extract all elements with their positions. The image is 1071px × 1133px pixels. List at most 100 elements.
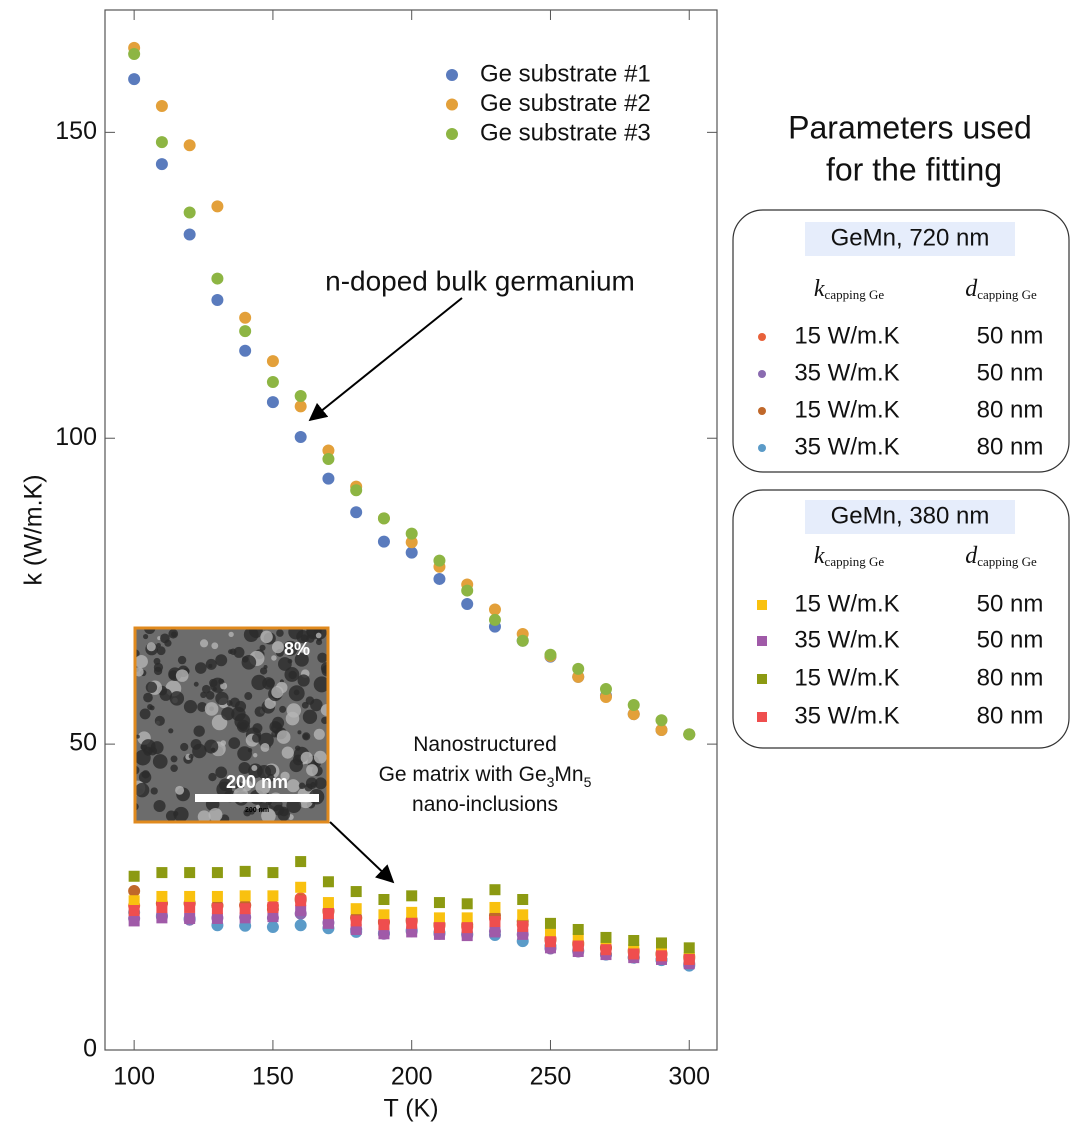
tem-grain (146, 642, 156, 652)
tem-grain (257, 764, 272, 779)
tem-grain (253, 752, 258, 758)
tem-grain (313, 728, 325, 740)
legend-marker (757, 674, 767, 684)
point (239, 890, 251, 902)
tem-grain (135, 654, 148, 669)
point (266, 375, 279, 388)
tem-grain (153, 657, 161, 665)
point (377, 535, 390, 548)
point (516, 634, 529, 647)
tem-grain (304, 783, 313, 792)
point (433, 912, 445, 924)
tem-grain (141, 739, 156, 754)
legend-label: 50 nm (977, 359, 1044, 386)
point (294, 431, 307, 444)
point (683, 728, 696, 741)
point (211, 903, 223, 915)
point (267, 901, 279, 913)
point (184, 890, 196, 902)
tem-grain (197, 810, 211, 822)
tem-grain (197, 701, 208, 712)
tem-grain (135, 667, 144, 677)
point (239, 903, 251, 915)
point (211, 293, 224, 306)
tem-grain (297, 730, 302, 735)
tem-grain (259, 667, 268, 675)
point (378, 909, 390, 921)
tem-grain (171, 631, 177, 638)
fit-box (732, 209, 1070, 473)
tem-grain (286, 779, 300, 793)
legend-label: 50 nm (977, 626, 1044, 653)
tem-grain (143, 692, 153, 703)
tem-grain (255, 779, 271, 795)
annotation: Ge matrix with Ge3Mn5 (379, 763, 592, 790)
annotation-text: nano-inclusions (412, 793, 558, 816)
point (322, 876, 334, 888)
point (517, 894, 529, 906)
point (461, 930, 473, 942)
point (239, 311, 252, 324)
point (600, 931, 612, 943)
tem-grain (305, 696, 315, 705)
tem-grain (143, 628, 156, 635)
legend-label: 15 W/m.K (794, 396, 899, 423)
point (184, 867, 196, 879)
point (489, 916, 501, 928)
point (128, 884, 141, 897)
point (322, 897, 334, 909)
point (406, 890, 418, 902)
point (517, 920, 529, 932)
tem-grain (135, 782, 150, 798)
point (155, 158, 168, 171)
point (655, 724, 668, 737)
point (489, 926, 501, 938)
point (266, 396, 279, 409)
point (433, 922, 445, 934)
point (655, 937, 667, 949)
point (461, 584, 474, 597)
tem-grain (175, 785, 185, 795)
point (267, 890, 279, 902)
tem-grain (153, 666, 163, 676)
legend-label: 35 W/m.K (794, 626, 899, 653)
legend-marker (757, 636, 767, 646)
arrow (329, 821, 395, 884)
symbol: k (814, 543, 825, 569)
point (350, 506, 363, 519)
tem-grain (173, 810, 179, 817)
point (627, 708, 640, 721)
tem-grain (281, 746, 294, 759)
tem-grain (168, 670, 178, 680)
tem-grain (302, 709, 318, 724)
legend-marker (758, 370, 766, 378)
tem-grain (145, 681, 158, 694)
annotation: n-doped bulk germanium (325, 265, 635, 296)
tem-grain (218, 678, 225, 685)
tem-grain (282, 640, 298, 656)
tem-grain (208, 807, 223, 822)
tem-grain (188, 753, 194, 759)
tem-grain (263, 664, 268, 670)
tem-grain (160, 633, 170, 644)
subscript: capping Ge (977, 287, 1037, 302)
legend-marker (757, 712, 767, 722)
point (322, 908, 334, 920)
tem-grain (271, 686, 284, 699)
point (406, 926, 418, 938)
tem-grain (271, 641, 285, 654)
fit-header-bg (805, 222, 1015, 256)
tem-grain (297, 674, 310, 687)
tem-grain (135, 749, 151, 766)
inset-frame (133, 626, 330, 824)
point (322, 453, 335, 466)
tem-grain (152, 754, 168, 769)
tem-grain (135, 734, 140, 739)
tem-texture (135, 628, 328, 822)
point (322, 917, 334, 929)
legend-marker (757, 600, 767, 610)
point (322, 444, 335, 457)
legend-label: Ge substrate #1 (480, 60, 651, 87)
point (295, 856, 307, 868)
